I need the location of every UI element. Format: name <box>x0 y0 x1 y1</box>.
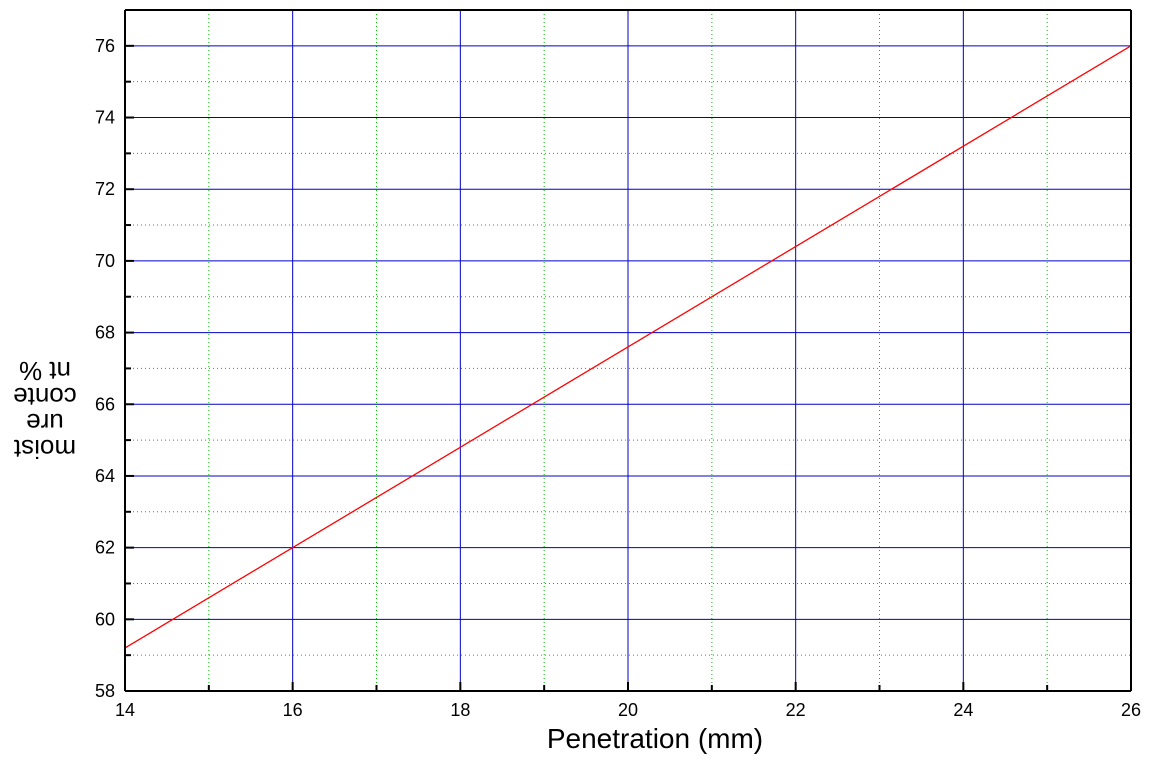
y-axis-label-line: moist <box>13 434 76 464</box>
x-tick-label: 26 <box>1121 700 1141 720</box>
x-tick-label: 16 <box>283 700 303 720</box>
major-grid <box>125 10 1131 691</box>
x-tick-label: 22 <box>786 700 806 720</box>
y-tick-label: 76 <box>95 36 115 56</box>
minor-grid <box>125 10 1131 691</box>
y-tick-label: 72 <box>95 179 115 199</box>
y-tick-label: 62 <box>95 538 115 558</box>
tick-labels-group: 14 16 18 20 22 24 26 58 60 62 64 66 68 70 72 74 76 <box>95 36 1141 720</box>
y-tick-label: 74 <box>95 108 115 128</box>
y-axis-label-line: ure <box>26 408 64 438</box>
x-tick-label: 14 <box>115 700 135 720</box>
x-axis-label: Penetration (mm) <box>547 723 763 754</box>
x-tick-label: 20 <box>618 700 638 720</box>
y-axis-label-line: conte <box>13 382 77 412</box>
y-tick-label: 64 <box>95 466 115 486</box>
y-tick-label: 68 <box>95 323 115 343</box>
y-axis-label-line: nt % <box>19 356 71 386</box>
y-tick-label: 60 <box>95 609 115 629</box>
x-tick-label: 18 <box>450 700 470 720</box>
series-group <box>124 45 1132 649</box>
y-tick-label: 58 <box>95 681 115 701</box>
series-line <box>124 45 1132 649</box>
y-tick-label: 66 <box>95 394 115 414</box>
x-tick-label: 24 <box>953 700 973 720</box>
y-tick-label: 70 <box>95 251 115 271</box>
axes-group <box>124 9 1132 692</box>
